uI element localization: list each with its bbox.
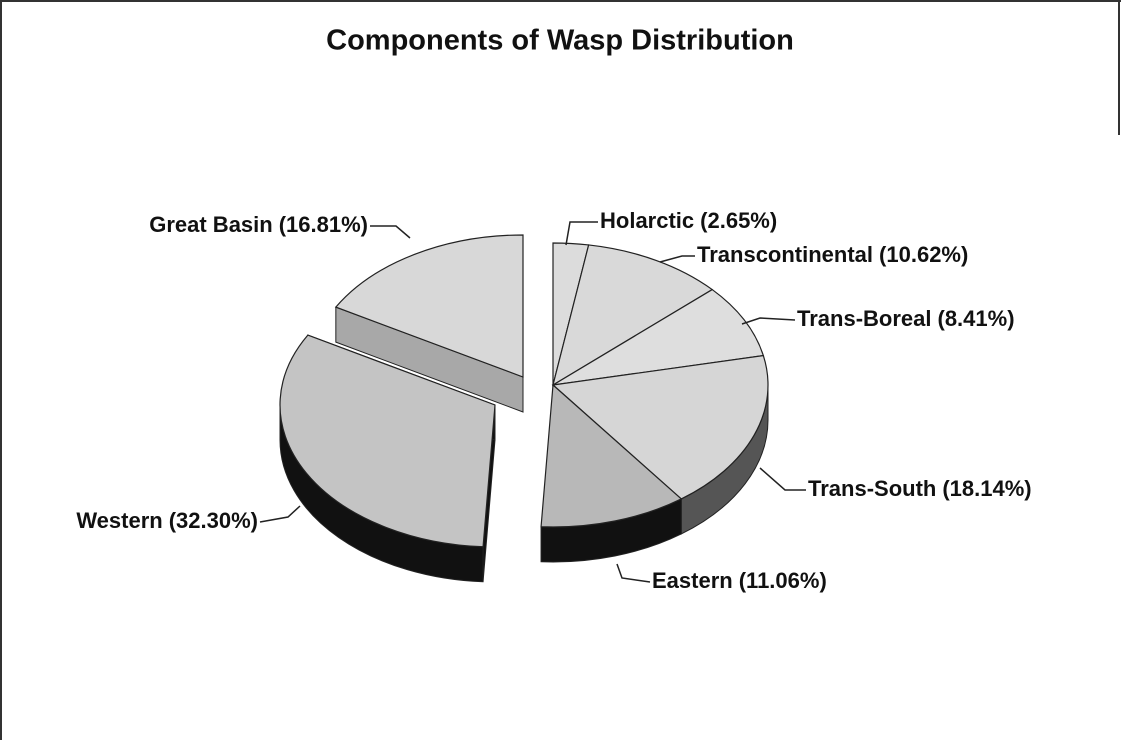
leader-line [616,563,651,583]
slice [552,288,765,386]
slice [540,383,683,563]
category-name: Trans-South [808,476,936,501]
value-label: (10.62%) [879,242,968,267]
category-name: Western [76,508,162,533]
value-label: (11.06%) [739,568,827,593]
data-label: Trans-Boreal (8.41%) [797,306,1015,331]
data-label: Holarctic (2.65%) [600,208,777,233]
category-name: Great Basin [149,212,273,237]
data-label: Western (32.30%) [76,508,258,533]
slice-top [334,234,524,378]
value-label: (32.30%) [169,508,258,533]
slice-top [551,354,769,500]
value-label: (2.65%) [700,208,777,233]
value-label: (18.14%) [942,476,1031,501]
slice [279,334,496,583]
leader-line [659,255,695,263]
leader-line [565,221,598,246]
data-label: Trans-South (18.14%) [808,476,1032,501]
pie [279,234,769,583]
slice-top [552,288,765,386]
leader-line [741,317,796,325]
category-name: Trans-Boreal [797,306,932,331]
category-name: Eastern [652,568,733,593]
category-name: Transcontinental [697,242,873,267]
slice-top [279,334,496,548]
slice [334,234,524,413]
leader-line [370,225,411,239]
data-label: Transcontinental (10.62%) [697,242,968,267]
slice-top [540,383,683,528]
slice [551,354,769,535]
value-label: (8.41%) [938,306,1015,331]
category-name: Holarctic [600,208,694,233]
labels: Holarctic (2.65%) Transcontinental (10.62%)… [76,208,1031,593]
leader-line [259,505,301,523]
data-label: Great Basin (16.81%) [149,212,368,237]
data-label: Eastern (11.06%) [652,568,827,593]
chart-title: Components of Wasp Distribution [326,25,794,57]
slice-top [552,244,714,387]
value-label: (16.81%) [279,212,368,237]
slice [552,244,714,387]
leader-line [759,467,806,491]
